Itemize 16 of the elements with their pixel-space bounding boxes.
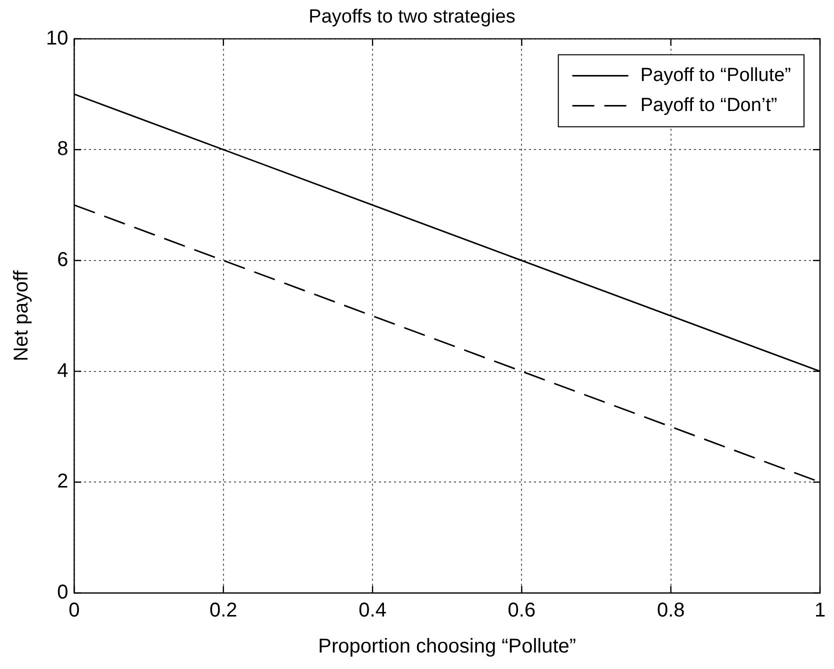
chart-title: Payoffs to two strategies — [308, 6, 516, 28]
y-axis-title: Net payoff — [10, 270, 33, 362]
y-tick-label: 10 — [46, 27, 68, 50]
x-tick-label: 0.4 — [358, 600, 386, 622]
legend-label: Payoff to “Don’t” — [640, 95, 778, 116]
x-tick-label: 0.2 — [209, 600, 238, 622]
x-tick-label: 0.6 — [508, 600, 536, 622]
y-tick-label: 8 — [57, 138, 68, 160]
y-tick-label: 6 — [57, 248, 68, 271]
legend-label: Payoff to “Pollute” — [640, 65, 792, 86]
y-tick-label: 4 — [57, 360, 68, 382]
x-tick-label: 1 — [814, 600, 826, 622]
x-axis-title: Proportion choosing “Pollute” — [318, 636, 576, 658]
y-tick-label: 0 — [57, 582, 68, 604]
x-tick-label: 0.8 — [656, 600, 685, 622]
y-tick-label: 2 — [57, 470, 68, 493]
